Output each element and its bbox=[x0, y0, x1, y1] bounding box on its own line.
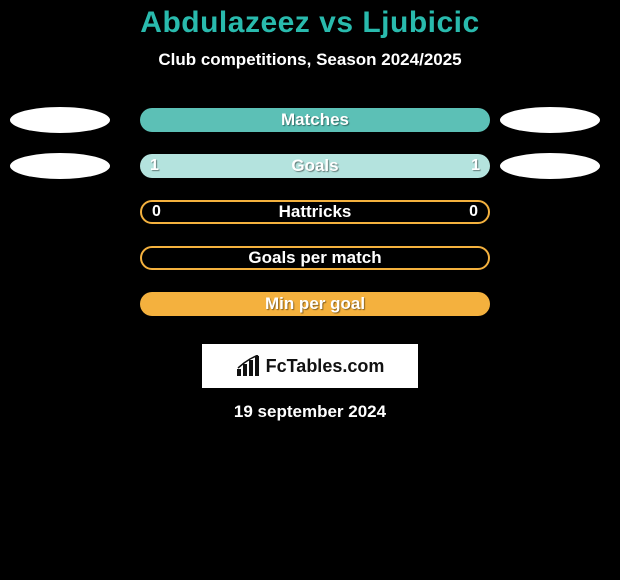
page-subtitle: Club competitions, Season 2024/2025 bbox=[0, 50, 620, 70]
page-title: Abdulazeez vs Ljubicic bbox=[0, 6, 620, 40]
stat-bar: Min per goal bbox=[140, 292, 490, 316]
stat-row: Goals 1 1 bbox=[0, 154, 620, 200]
stat-left-value: 0 bbox=[152, 203, 161, 221]
stat-bar: Matches bbox=[140, 108, 490, 132]
stat-right-value: 0 bbox=[469, 203, 478, 221]
stat-bar-label: Min per goal bbox=[265, 294, 365, 314]
stat-row: Goals per match bbox=[0, 246, 620, 292]
right-ellipse bbox=[500, 153, 600, 179]
stat-bar: Hattricks 0 0 bbox=[140, 200, 490, 224]
stat-left-value: 1 bbox=[150, 157, 159, 175]
stat-rows: Matches Goals 1 1 Hattricks 0 0 Goals per match… bbox=[0, 108, 620, 338]
stat-bar: Goals per match bbox=[140, 246, 490, 270]
left-ellipse bbox=[10, 153, 110, 179]
stat-bar-label: Hattricks bbox=[279, 202, 352, 222]
stat-bar-label: Goals per match bbox=[248, 248, 381, 268]
stat-bar-label: Goals bbox=[291, 156, 338, 176]
stat-row: Matches bbox=[0, 108, 620, 154]
left-ellipse bbox=[10, 107, 110, 133]
branding-text: FcTables.com bbox=[266, 356, 385, 377]
stat-bar-label: Matches bbox=[281, 110, 349, 130]
comparison-infographic: Abdulazeez vs Ljubicic Club competitions… bbox=[0, 0, 620, 580]
footer-date: 19 september 2024 bbox=[0, 402, 620, 422]
stat-row: Hattricks 0 0 bbox=[0, 200, 620, 246]
stat-row: Min per goal bbox=[0, 292, 620, 338]
stat-right-value: 1 bbox=[471, 157, 480, 175]
branding-box: FcTables.com bbox=[202, 344, 418, 388]
right-ellipse bbox=[500, 107, 600, 133]
stat-bar: Goals 1 1 bbox=[140, 154, 490, 178]
bar-chart-icon bbox=[236, 355, 262, 377]
